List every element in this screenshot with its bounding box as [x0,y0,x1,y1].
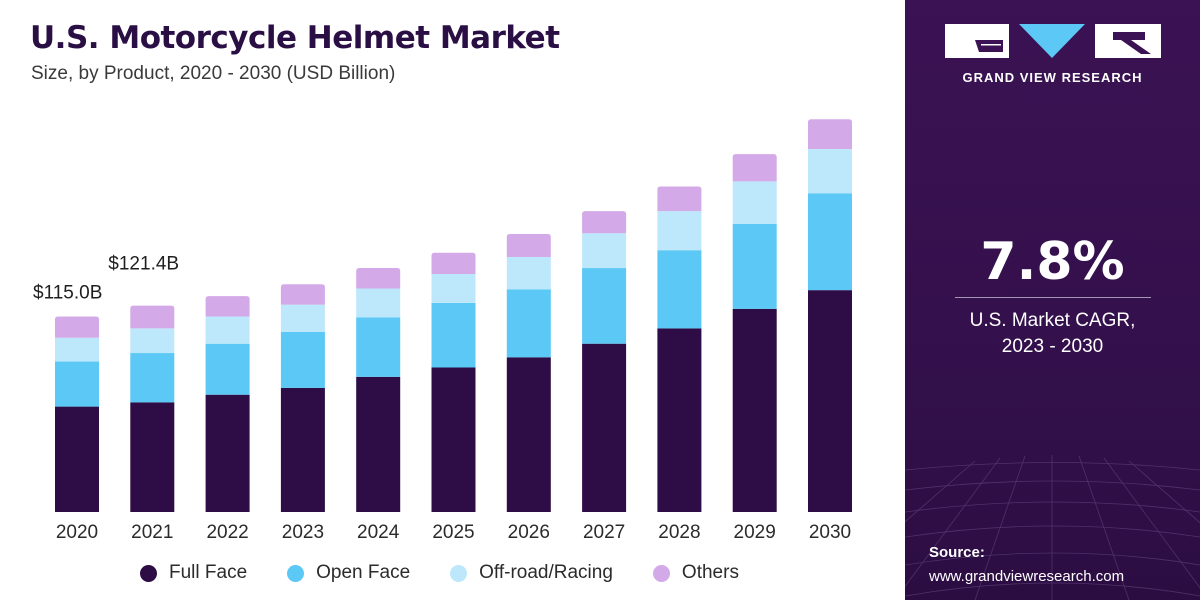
legend-item-others: Others [652,562,739,584]
side-panel: GRAND VIEW RESEARCH 7.8% U.S. Market CAG… [905,0,1200,600]
bar-segment-others-2022 [205,296,250,317]
bar-segment-off-road-racing-2026 [506,257,551,290]
cagr-value: 7.8% [980,232,1125,292]
x-tick-label-2021: 2021 [131,522,173,543]
bar-segment-others-2030 [808,119,852,150]
chart-subtitle: Size, by Product, 2020 - 2030 (USD Billi… [31,63,396,84]
stacked-bar-chart: 2020 2021 2022 2023 2024 2025 2026 2027 2028 2029… [33,119,852,543]
bar-segment-open-face-2026 [506,289,551,358]
x-tick-label-2026: 2026 [508,522,550,543]
x-tick-label-2027: 2027 [583,522,625,543]
x-tick-label-2029: 2029 [734,522,776,543]
x-tick-label-2022: 2022 [206,522,248,543]
bar-segment-others-2023 [280,284,325,305]
bar-segment-others-2029 [732,154,777,182]
legend-swatch-off-road-racing [450,564,468,582]
legend-label-others: Others [681,562,739,583]
bar-segment-off-road-racing-2024 [356,288,401,318]
bar-segment-full-face-2029 [732,308,777,512]
legend-item-off-road-racing: Off-road/Racing [450,562,613,584]
bar-segment-open-face-2028 [657,250,702,329]
cagr-label: U.S. Market CAGR, 2023 - 2030 [905,308,1200,360]
x-tick-label-2020: 2020 [56,522,98,543]
bar-segment-open-face-2030 [808,193,852,291]
bar-segment-off-road-racing-2029 [732,181,777,224]
x-tick-label-2024: 2024 [357,522,400,543]
bar-segment-off-road-racing-2023 [280,304,325,332]
source-link[interactable]: www.grandviewresearch.com [929,568,1125,585]
bar-segment-off-road-racing-2027 [582,233,627,269]
legend-label-open-face: Open Face [316,562,411,583]
bar-segment-full-face-2025 [431,367,476,512]
gvr-logo-icon [945,24,1161,58]
bar-segment-others-2021 [130,305,175,329]
x-tick-label-2023: 2023 [282,522,324,543]
bar-segment-off-road-racing-2020 [55,337,99,362]
bar-segment-others-2024 [356,268,401,289]
bar-segment-full-face-2028 [657,328,702,512]
bar-segment-open-face-2027 [582,268,627,344]
bar-segment-open-face-2022 [205,343,250,395]
bar-segment-open-face-2029 [732,223,777,309]
bar-segment-full-face-2027 [582,343,627,512]
bar-segment-off-road-racing-2022 [205,316,250,344]
legend-label-off-road-racing: Off-road/Racing [479,562,613,583]
bar-segment-full-face-2020 [55,406,99,512]
legend-item-full-face: Full Face [140,562,247,584]
data-label-2021: $121.4B [108,254,179,275]
source-label: Source: [929,544,985,561]
brand-name: GRAND VIEW RESEARCH [962,70,1143,85]
bar-segment-off-road-racing-2021 [130,328,175,354]
chart-title: U.S. Motorcycle Helmet Market [30,20,560,56]
legend-item-open-face: Open Face [287,562,410,584]
chart-area: U.S. Motorcycle Helmet Market Size, by P… [30,20,852,584]
x-tick-label-2030: 2030 [809,522,851,543]
legend-swatch-others [652,564,670,582]
bar-segment-full-face-2021 [130,402,175,512]
bar-segment-off-road-racing-2028 [657,211,702,251]
bar-segment-others-2020 [55,316,99,338]
cagr-label-line-1: U.S. Market CAGR, [969,310,1136,331]
cagr-label-line-2: 2023 - 2030 [1001,336,1104,357]
cagr-divider [955,297,1151,298]
x-tick-label-2028: 2028 [658,522,700,543]
chart-legend: Full Face Open Face Off-road/Racing Othe… [140,562,779,584]
bar-segment-full-face-2026 [506,357,551,512]
bar-segment-open-face-2025 [431,302,476,368]
legend-swatch-open-face [287,564,305,582]
bar-segment-full-face-2024 [356,376,401,512]
bar-segment-open-face-2023 [280,331,325,388]
bar-segment-open-face-2024 [356,317,401,377]
bar-segment-others-2028 [657,186,702,212]
legend-swatch-full-face [140,564,157,582]
bar-segment-full-face-2030 [808,290,852,512]
bar-segment-others-2027 [582,211,627,234]
bar-segment-others-2025 [431,252,476,274]
legend-label-full-face: Full Face [169,562,248,583]
bar-segment-open-face-2021 [130,353,175,403]
bar-segment-off-road-racing-2030 [808,149,852,194]
data-label-2020: $115.0B [33,283,102,304]
bar-segment-others-2026 [506,234,551,257]
bar-segment-open-face-2020 [55,361,99,407]
bar-segment-full-face-2022 [205,394,250,512]
x-tick-label-2025: 2025 [432,522,474,543]
bar-segment-full-face-2023 [280,387,325,512]
bar-segment-off-road-racing-2025 [431,274,476,303]
perspective-grid-decoration [905,455,1200,600]
